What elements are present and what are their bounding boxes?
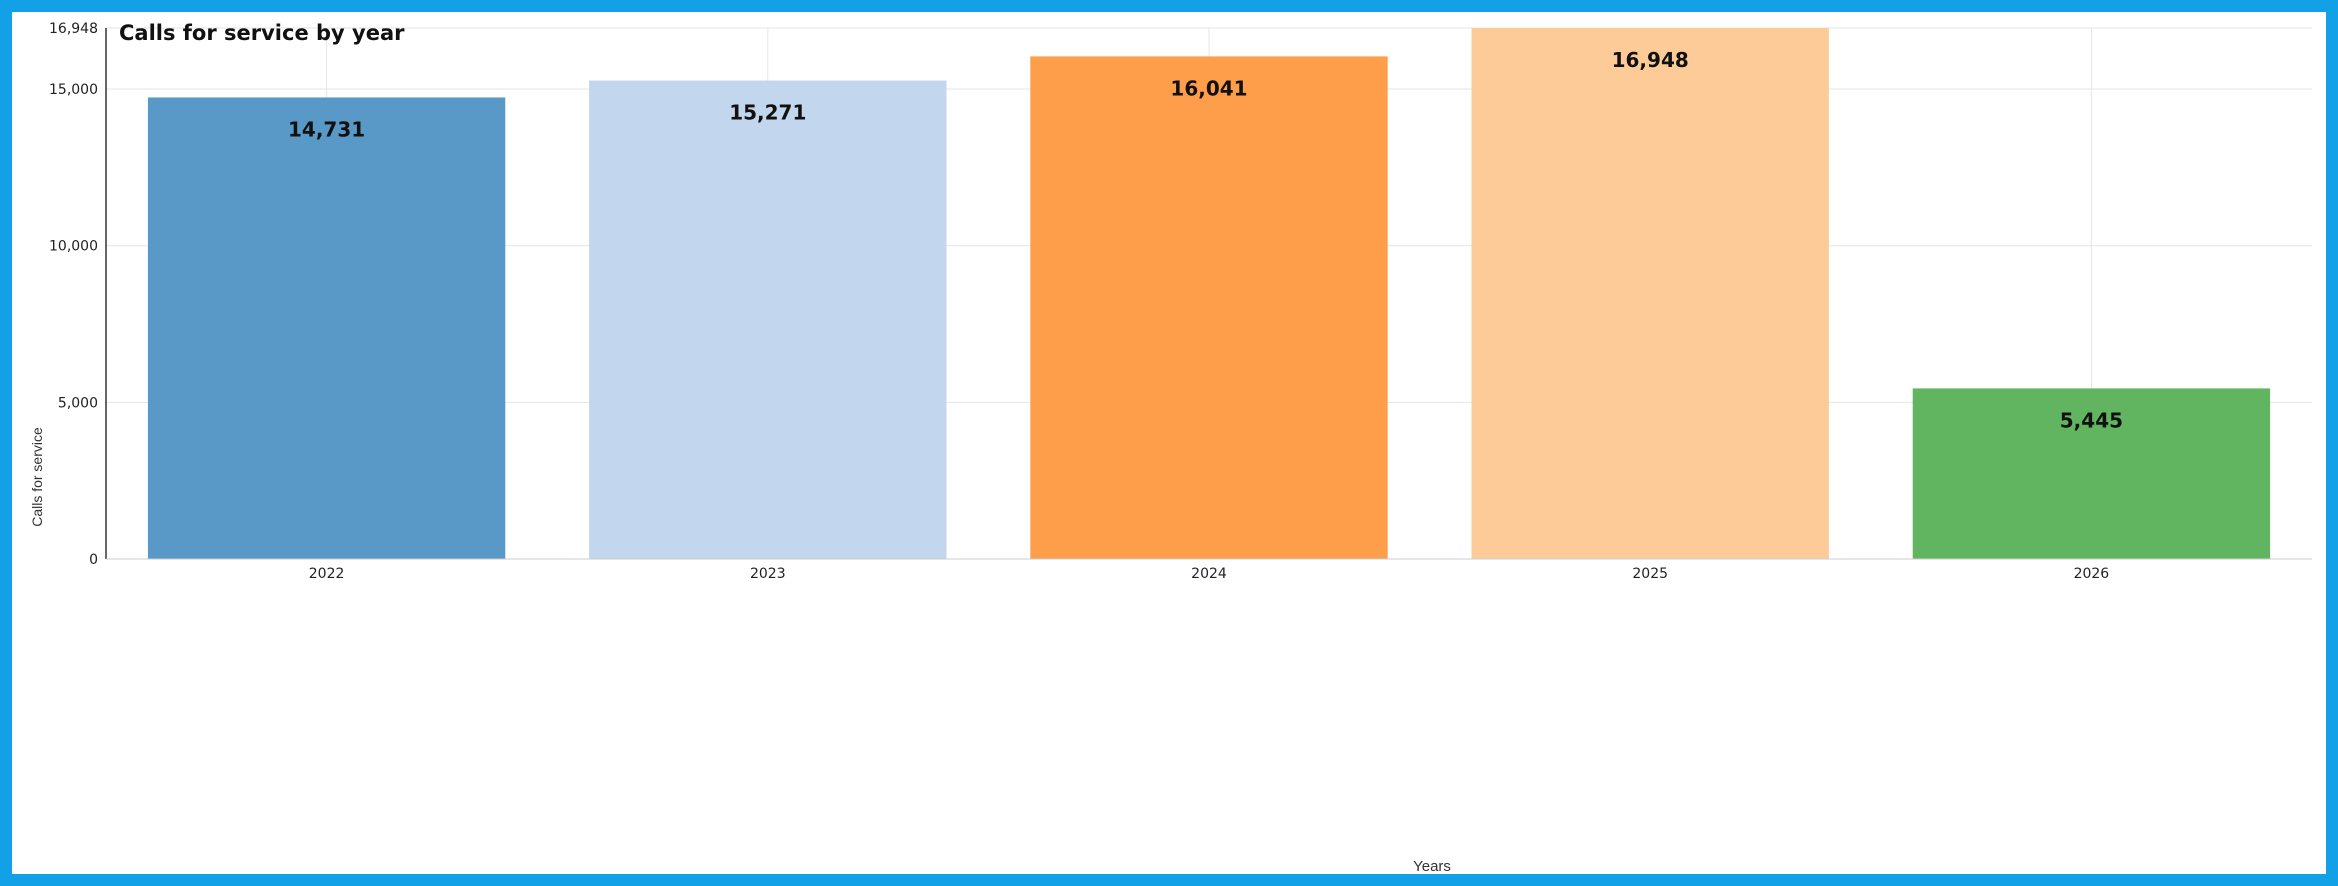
data-labels: 14,731 15,271 16,041 16,948 5,445 — [288, 48, 2123, 432]
x-axis-title: Years — [1413, 858, 1451, 874]
data-label-2022: 14,731 — [288, 117, 365, 141]
x-tick-label: 2025 — [1632, 566, 1668, 582]
bar-2023 — [589, 80, 947, 560]
axes — [105, 28, 2312, 560]
data-label-2026: 5,445 — [2060, 408, 2123, 432]
chart-frame: 0 5,000 10,000 15,000 16,948 2022 2023 2024 202… — [12, 12, 2326, 874]
y-tick-label: 0 — [89, 552, 98, 568]
bar-2025 — [1471, 28, 1829, 559]
x-tick-label: 2024 — [1191, 566, 1227, 582]
x-tick-label: 2026 — [2074, 566, 2110, 582]
data-label-2025: 16,948 — [1612, 48, 1689, 72]
chart-title: Calls for service by year — [119, 21, 405, 45]
y-tick-label: 15,000 — [49, 82, 98, 98]
y-tick-label: 16,948 — [49, 21, 98, 37]
bar-2026 — [1912, 388, 2271, 559]
x-tick-label: 2022 — [309, 566, 345, 582]
bars — [147, 28, 2271, 560]
data-label-2023: 15,271 — [729, 101, 806, 125]
bar-2024 — [1030, 56, 1388, 560]
data-label-2024: 16,041 — [1170, 76, 1247, 100]
y-tick-labels: 0 5,000 10,000 15,000 16,948 — [49, 21, 98, 568]
y-tick-label: 10,000 — [49, 239, 98, 255]
x-tick-labels: 2022 2023 2024 2025 2026 — [309, 566, 2110, 582]
y-axis-title: Calls for service — [29, 427, 45, 527]
y-tick-label: 5,000 — [58, 395, 98, 411]
bar-2022 — [147, 97, 506, 559]
x-tick-label: 2023 — [750, 566, 786, 582]
